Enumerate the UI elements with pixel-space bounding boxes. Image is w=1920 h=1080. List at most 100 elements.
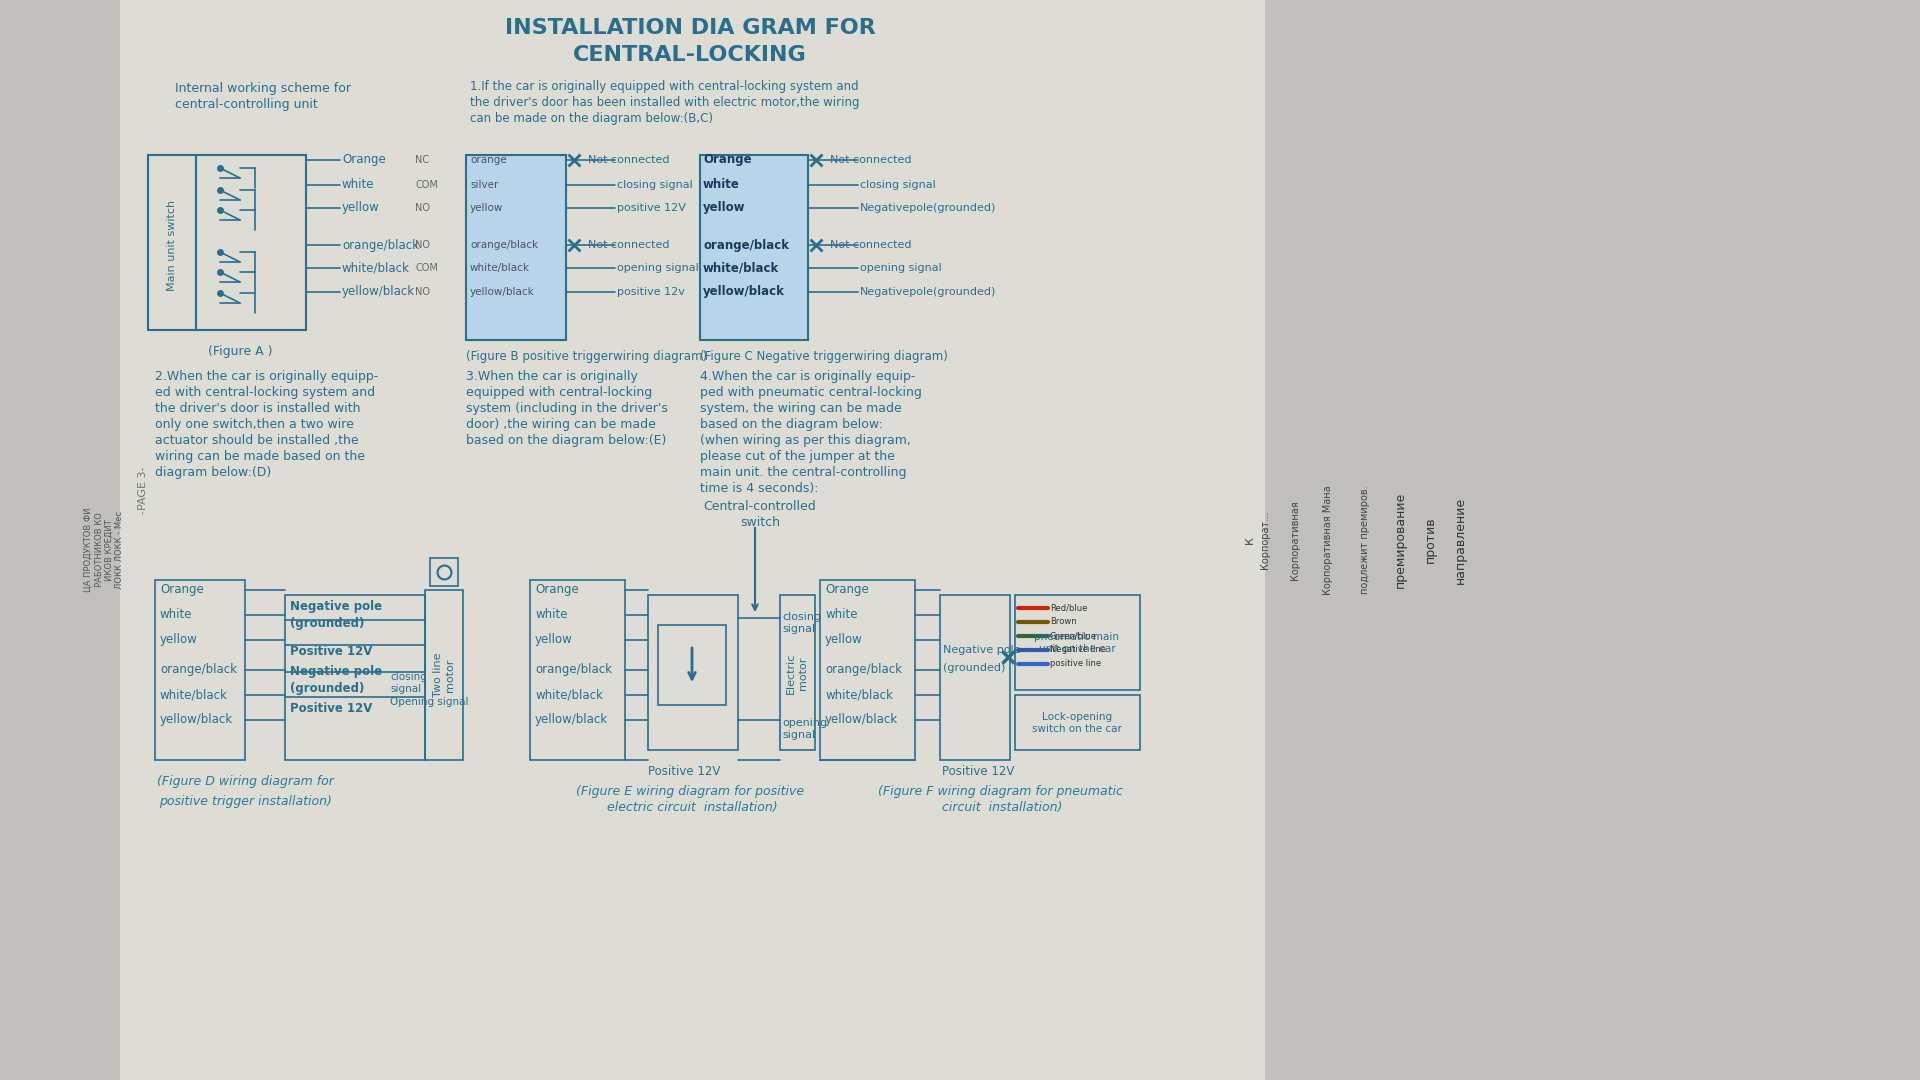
Text: silver: silver (470, 180, 499, 190)
Bar (156, 580, 246, 760)
Bar (1016, 696, 1140, 750)
Text: white: white (342, 178, 374, 191)
Text: white: white (536, 608, 568, 621)
Text: Not connected: Not connected (829, 156, 912, 165)
Bar (284, 595, 424, 760)
Text: white: white (703, 178, 739, 191)
Text: (Figure C Negative triggerwiring diagram): (Figure C Negative triggerwiring diagram… (701, 350, 948, 363)
Bar (659, 625, 726, 705)
Text: Red/blue: Red/blue (1050, 604, 1087, 612)
Text: Positive 12V: Positive 12V (649, 765, 720, 778)
Text: INSTALLATION DIA GRAM FOR: INSTALLATION DIA GRAM FOR (505, 18, 876, 38)
Text: 3.When the car is originally
equipped with central-locking
system (including in : 3.When the car is originally equipped wi… (467, 370, 668, 447)
Text: white: white (826, 608, 858, 621)
Text: 1.If the car is originally equipped with central-locking system and
the driver's: 1.If the car is originally equipped with… (470, 80, 860, 125)
Text: pneumatic main
unit on the car: pneumatic main unit on the car (1035, 632, 1119, 654)
Text: yellow: yellow (470, 203, 503, 213)
Text: Negative pole: Negative pole (290, 600, 382, 613)
Text: Lock-opening
switch on the car: Lock-opening switch on the car (1033, 712, 1121, 734)
Text: ИКОВ КРЕДИТ: ИКОВ КРЕДИТ (104, 519, 113, 581)
Text: orange: orange (470, 156, 507, 165)
Text: positive 12v: positive 12v (616, 287, 685, 297)
Text: opening signal: opening signal (616, 264, 699, 273)
Text: Orange: Orange (342, 153, 386, 166)
Text: Positive 12V: Positive 12V (290, 645, 372, 658)
Text: yellow: yellow (159, 634, 198, 647)
Text: Negative pole: Negative pole (290, 665, 382, 678)
Text: opening signal: opening signal (860, 264, 941, 273)
Text: white/black: white/black (342, 261, 409, 274)
Text: 4.When the car is originally equip-
ped with pneumatic central-locking
system, t: 4.When the car is originally equip- ped … (701, 370, 922, 495)
Text: yellow: yellow (342, 202, 380, 215)
Text: (Figure A ): (Figure A ) (207, 345, 273, 357)
Bar (701, 156, 808, 340)
Bar (148, 156, 196, 330)
Text: closing signal: closing signal (616, 180, 693, 190)
Text: yellow/black: yellow/black (703, 285, 785, 298)
Text: white: white (159, 608, 192, 621)
Text: white/black: white/black (470, 264, 530, 273)
Text: white/black: white/black (826, 689, 893, 702)
Text: Корпоративная Мана: Корпоративная Мана (1323, 485, 1332, 595)
Text: yellow/black: yellow/black (342, 285, 415, 298)
Text: Negative line: Negative line (1050, 646, 1106, 654)
Text: closing
signal: closing signal (390, 672, 426, 694)
Text: white/black: white/black (703, 261, 780, 274)
Text: yellow: yellow (703, 202, 745, 215)
Text: orange/black: orange/black (703, 239, 789, 252)
Text: yellow/black: yellow/black (159, 714, 232, 727)
Text: orange/black: orange/black (342, 239, 419, 252)
Text: Not connected: Not connected (588, 240, 670, 249)
Text: yellow/black: yellow/black (470, 287, 536, 297)
Text: orange/black: orange/black (826, 663, 902, 676)
Text: (grounded): (grounded) (943, 663, 1006, 673)
Text: (Figure B positive triggerwiring diagram): (Figure B positive triggerwiring diagram… (467, 350, 707, 363)
Text: NC: NC (415, 156, 430, 165)
Bar (941, 595, 1010, 760)
Text: yellow/black: yellow/black (826, 714, 899, 727)
Text: ЦА ПРОДУКТОВ ФИ: ЦА ПРОДУКТОВ ФИ (83, 508, 92, 592)
Text: orange/black: orange/black (159, 663, 236, 676)
Text: white/black: white/black (536, 689, 603, 702)
Text: (grounded): (grounded) (290, 681, 365, 696)
Text: Orange: Orange (159, 583, 204, 596)
Text: closing signal: closing signal (860, 180, 935, 190)
Text: COM: COM (415, 264, 438, 273)
Text: Negativepole(grounded): Negativepole(grounded) (860, 287, 996, 297)
Text: РАБОТНИКОВ КО: РАБОТНИКОВ КО (94, 513, 104, 588)
Text: COM: COM (415, 180, 438, 190)
Text: (Figure F wiring diagram for pneumatic
 circuit  installation): (Figure F wiring diagram for pneumatic c… (877, 785, 1123, 814)
Text: Electric
motor: Electric motor (785, 652, 808, 693)
Text: Positive 12V: Positive 12V (290, 702, 372, 715)
Bar (820, 580, 916, 760)
Text: -PAGE 3-: -PAGE 3- (138, 467, 148, 514)
Text: yellow/black: yellow/black (536, 714, 609, 727)
Text: Brown: Brown (1050, 618, 1077, 626)
Bar (424, 590, 463, 760)
Text: Central-controlled
switch: Central-controlled switch (703, 500, 816, 529)
Text: ЛОКК ЛОКК - Мес: ЛОКК ЛОКК - Мес (115, 511, 123, 589)
Text: Корпорат...: Корпорат... (1260, 511, 1269, 569)
Text: (Figure E wiring diagram for positive
 electric circuit  installation): (Figure E wiring diagram for positive el… (576, 785, 804, 814)
Bar (649, 595, 737, 750)
Bar (780, 595, 814, 750)
Text: (grounded): (grounded) (290, 617, 365, 630)
Text: Negative pole: Negative pole (943, 645, 1021, 654)
Bar (467, 156, 566, 340)
Text: 2.When the car is originally equipp-
ed with central-locking system and
the driv: 2.When the car is originally equipp- ed … (156, 370, 378, 480)
Bar (530, 580, 626, 760)
Text: Opening signal: Opening signal (390, 697, 468, 707)
Bar (430, 558, 459, 586)
Text: направление: направление (1453, 497, 1467, 583)
Text: Internal working scheme for
central-controlling unit: Internal working scheme for central-cont… (175, 82, 351, 111)
Text: white/black: white/black (159, 689, 228, 702)
Text: против: против (1423, 516, 1436, 564)
Bar (119, 0, 1265, 1080)
Text: Negativepole(grounded): Negativepole(grounded) (860, 203, 996, 213)
Text: NO: NO (415, 240, 430, 249)
Text: NO: NO (415, 287, 430, 297)
Text: Positive 12V: Positive 12V (943, 765, 1014, 778)
Text: премирование: премирование (1394, 491, 1407, 589)
Text: Корпоративная: Корпоративная (1290, 500, 1300, 580)
Text: CENTRAL-LOCKING: CENTRAL-LOCKING (574, 45, 806, 65)
